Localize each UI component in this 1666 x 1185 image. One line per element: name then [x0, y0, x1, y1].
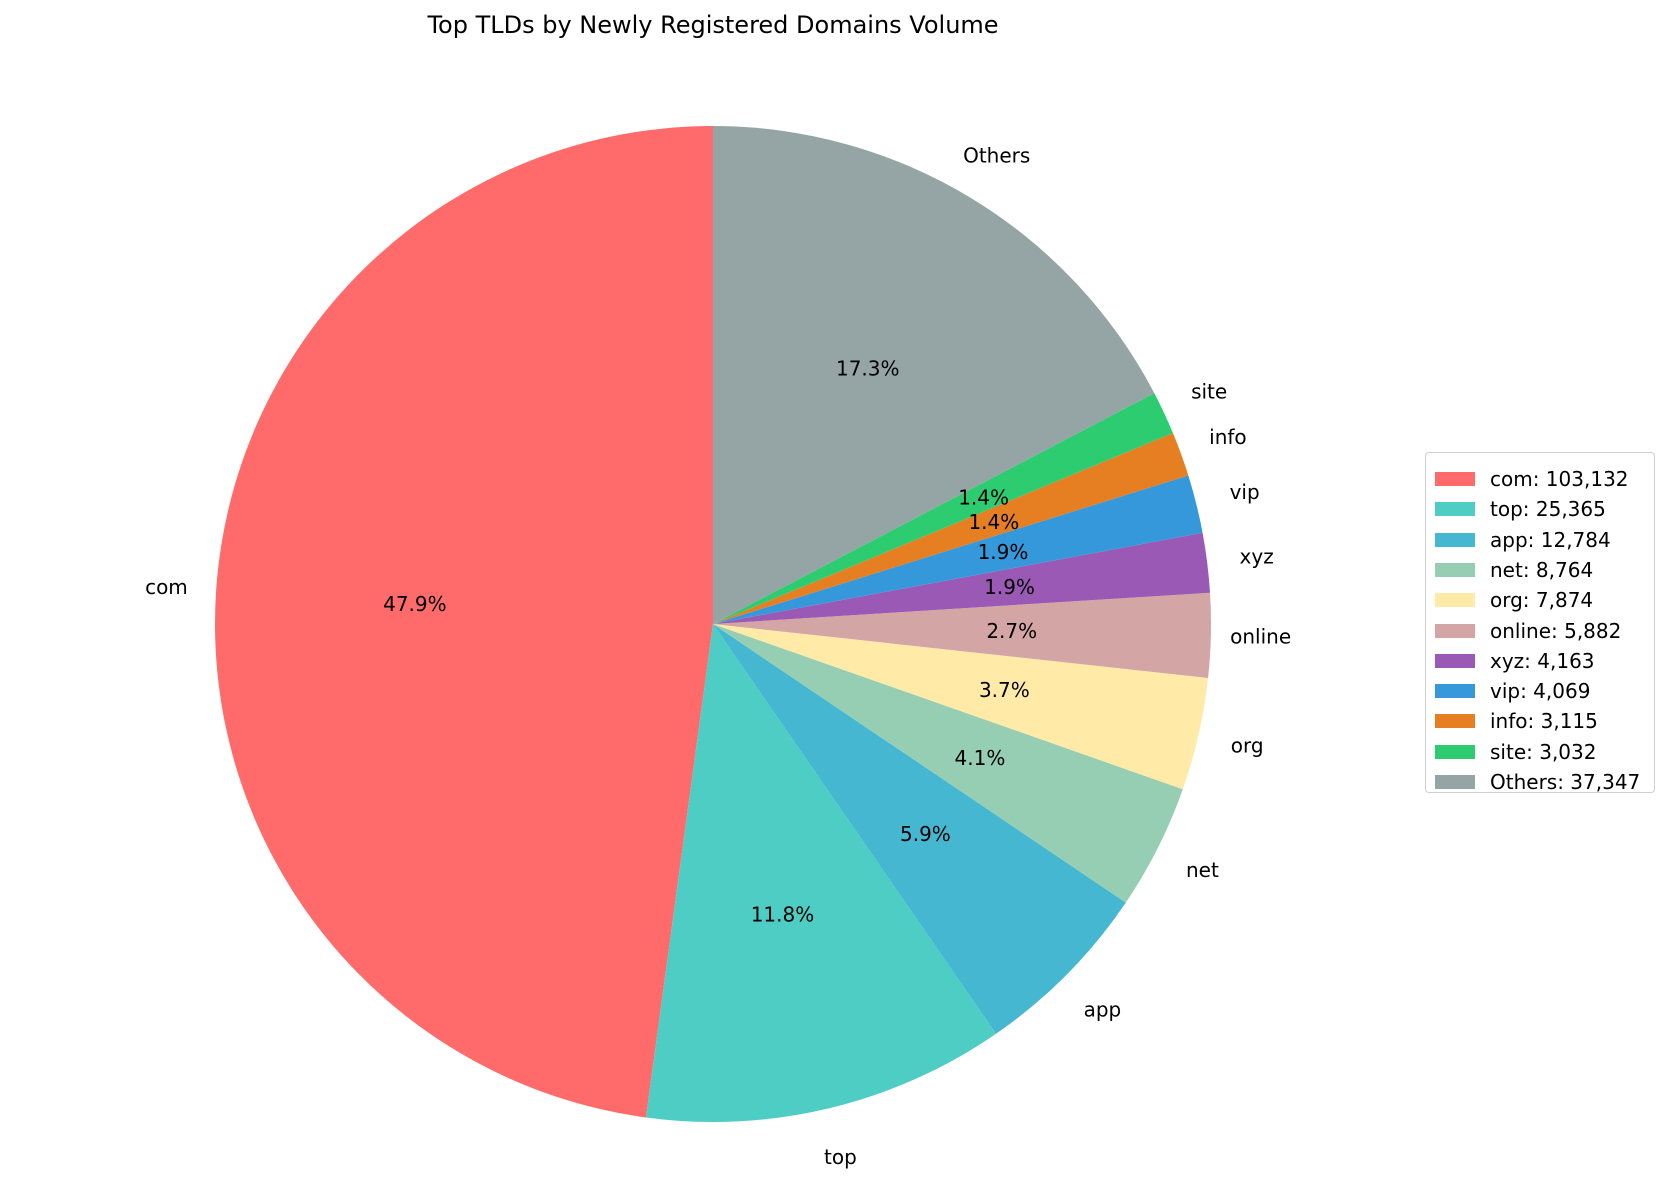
legend-item-vip: vip: 4,069	[1426, 677, 1590, 705]
legend-label: app: 12,784	[1490, 527, 1611, 552]
percent-label-top: 11.8%	[751, 903, 815, 927]
legend-item-top: top: 25,365	[1426, 495, 1606, 523]
legend-label: top: 25,365	[1490, 497, 1606, 522]
legend-label: info: 3,115	[1490, 709, 1598, 734]
legend-swatch	[1435, 502, 1475, 517]
chart-title: Top TLDs by Newly Registered Domains Vol…	[426, 11, 998, 39]
legend-label: site: 3,032	[1490, 739, 1597, 764]
legend-swatch	[1435, 684, 1475, 699]
legend-swatch	[1435, 653, 1475, 668]
legend-label: org: 7,874	[1490, 588, 1594, 613]
legend-label: online: 5,882	[1490, 618, 1622, 643]
percent-label-online: 2.7%	[986, 619, 1037, 643]
slice-label-vip: vip	[1230, 480, 1260, 504]
legend-item-others: Others: 37,347	[1426, 768, 1640, 796]
chart-legend: com: 103,132 top: 25,365 app: 12,784 net: 8…	[1425, 452, 1655, 796]
slice-label-net: net	[1186, 858, 1219, 882]
pie-slice-info	[713, 432, 1189, 624]
slice-label-site: site	[1191, 380, 1227, 404]
percent-label-xyz: 1.9%	[984, 575, 1035, 599]
slice-label-com: com	[145, 575, 188, 599]
percent-label-app: 5.9%	[900, 822, 951, 846]
percent-label-org: 3.7%	[979, 678, 1030, 702]
pie-slice-online	[713, 592, 1211, 678]
legend-item-app: app: 12,784	[1426, 526, 1611, 554]
slice-label-top: top	[824, 1145, 857, 1169]
slice-label-others: Others	[963, 143, 1030, 167]
legend-label: xyz: 4,163	[1490, 648, 1595, 673]
percent-label-vip: 1.9%	[978, 540, 1029, 564]
slice-label-app: app	[1084, 997, 1122, 1021]
legend-label: com: 103,132	[1490, 467, 1629, 491]
legend-swatch	[1435, 472, 1475, 486]
legend-swatch	[1435, 775, 1475, 789]
pie-slice-others	[713, 125, 1155, 625]
legend-item-site: site: 3,032	[1426, 738, 1596, 766]
legend-item-info: info: 3,115	[1426, 707, 1598, 735]
percent-label-site: 1.4%	[958, 485, 1009, 509]
legend-item-org: org: 7,874	[1426, 586, 1593, 614]
legend-item-online: online: 5,882	[1426, 617, 1621, 645]
legend-swatch	[1435, 744, 1475, 759]
percent-label-others: 17.3%	[836, 356, 900, 380]
legend-item-xyz: xyz: 4,163	[1426, 647, 1595, 675]
legend-item-com: com: 103,132	[1426, 465, 1629, 493]
slice-label-org: org	[1231, 733, 1264, 757]
legend-swatch	[1435, 623, 1475, 638]
legend-swatch	[1435, 593, 1475, 608]
pie-slice-site	[713, 393, 1173, 624]
legend-label: net: 8,764	[1490, 557, 1594, 582]
pie-slice-com	[215, 126, 713, 1118]
pie-slice-org	[713, 624, 1209, 790]
pie-slice-top	[645, 624, 997, 1122]
legend-item-net: net: 8,764	[1426, 556, 1593, 584]
legend-swatch	[1435, 714, 1475, 729]
pie-slice-net	[713, 624, 1183, 903]
slice-label-xyz: xyz	[1240, 545, 1274, 569]
percent-label-net: 4.1%	[955, 746, 1006, 770]
legend-label: vip: 4,069	[1490, 679, 1591, 704]
legend-swatch	[1435, 532, 1475, 547]
pie-slice-vip	[713, 475, 1203, 624]
slice-label-online: online	[1230, 625, 1291, 649]
pie-slice-app	[713, 624, 1126, 1034]
percent-label-info: 1.4%	[968, 510, 1019, 534]
legend-swatch	[1435, 562, 1475, 577]
pie-slice-xyz	[713, 532, 1211, 624]
slice-label-info: info	[1209, 425, 1247, 449]
percent-label-com: 47.9%	[383, 592, 447, 616]
legend-label: Others: 37,347	[1490, 770, 1641, 794]
